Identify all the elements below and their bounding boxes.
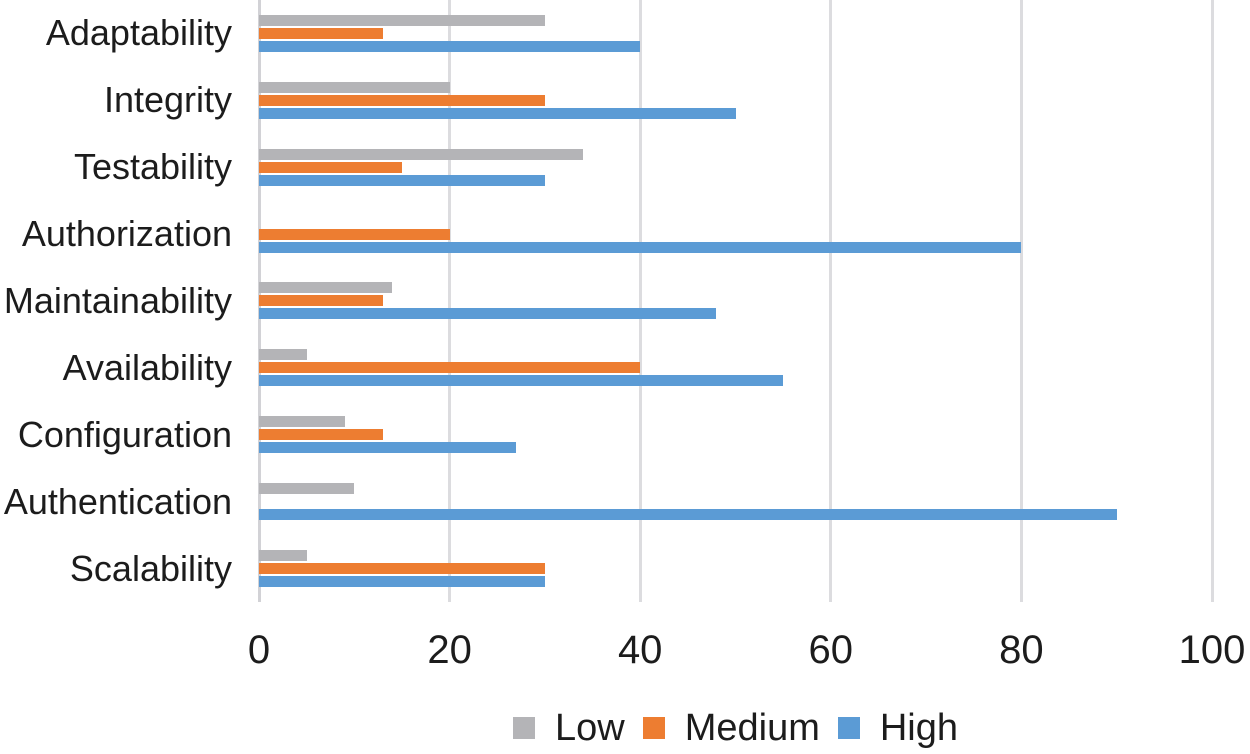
x-tick-label: 80: [999, 628, 1044, 672]
value-axis-labels: 0 20 40 60 80 100: [0, 628, 1250, 678]
x-tick-label: 60: [808, 628, 854, 672]
bar-low: [259, 148, 584, 160]
bar-medium: [259, 228, 450, 240]
bar-high: [259, 509, 1117, 521]
category-axis-labels: Adaptability Integrity Testability Authoriz…: [0, 0, 242, 602]
bar-medium: [259, 27, 383, 39]
bar-high: [259, 241, 1022, 253]
category-label: Maintainability: [3, 280, 232, 321]
category-group: [259, 201, 1212, 268]
plot-area: [257, 0, 1214, 602]
category-label: Scalability: [69, 547, 232, 589]
bar-high: [259, 174, 545, 186]
category-label: Configuration: [17, 413, 232, 455]
bar-high: [259, 442, 517, 454]
bar-medium: [259, 362, 641, 374]
x-tick-label: 0: [247, 628, 271, 672]
category-group: [259, 268, 1212, 335]
legend-label: Medium: [684, 706, 820, 749]
gridline: [1019, 0, 1023, 602]
legend-label: Low: [554, 706, 625, 749]
legend-swatch-high: [837, 717, 860, 739]
legend-swatch-medium: [642, 717, 665, 739]
bar-low: [259, 349, 307, 361]
legend-item-high: High: [837, 706, 959, 750]
gridline: [829, 0, 833, 602]
bar-low: [259, 14, 545, 26]
category-group: [259, 468, 1212, 535]
legend-swatch-low: [512, 717, 535, 739]
x-tick-label: 20: [427, 628, 472, 672]
bar-low: [259, 483, 355, 495]
bar-medium: [259, 563, 545, 575]
bar-low: [259, 550, 307, 562]
bar-low: [259, 282, 393, 294]
category-label: Integrity: [103, 79, 232, 121]
bar-high: [259, 40, 641, 52]
category-group: [259, 401, 1212, 468]
category-group: [259, 67, 1212, 134]
bar-high: [259, 308, 717, 320]
legend-item-low: Low: [512, 706, 625, 750]
bar-low: [259, 416, 345, 428]
category-label: Adaptability: [45, 12, 232, 54]
category-label: Authorization: [21, 213, 232, 255]
gridline: [638, 0, 642, 602]
bar-medium: [259, 94, 545, 106]
x-tick-label: 40: [617, 628, 663, 672]
gridline: [448, 0, 452, 602]
legend: Low Medium High: [259, 707, 1212, 749]
category-group: [259, 334, 1212, 401]
category-label: Testability: [73, 146, 232, 188]
bar-medium: [259, 161, 402, 173]
bar-high: [259, 576, 545, 588]
bar-medium: [259, 295, 383, 307]
bar-high: [259, 107, 736, 119]
category-group: [259, 134, 1212, 201]
bar-low: [259, 81, 450, 93]
category-label: Availability: [62, 346, 232, 388]
gridline: [1210, 0, 1214, 602]
category-group: [259, 535, 1212, 602]
category-label: Authentication: [3, 480, 232, 522]
legend-item-medium: Medium: [642, 706, 820, 750]
bar-high: [259, 375, 784, 387]
legend-label: High: [879, 706, 959, 749]
bar-medium: [259, 429, 383, 441]
category-group: [259, 0, 1212, 67]
x-tick-label: 100: [1178, 628, 1246, 672]
